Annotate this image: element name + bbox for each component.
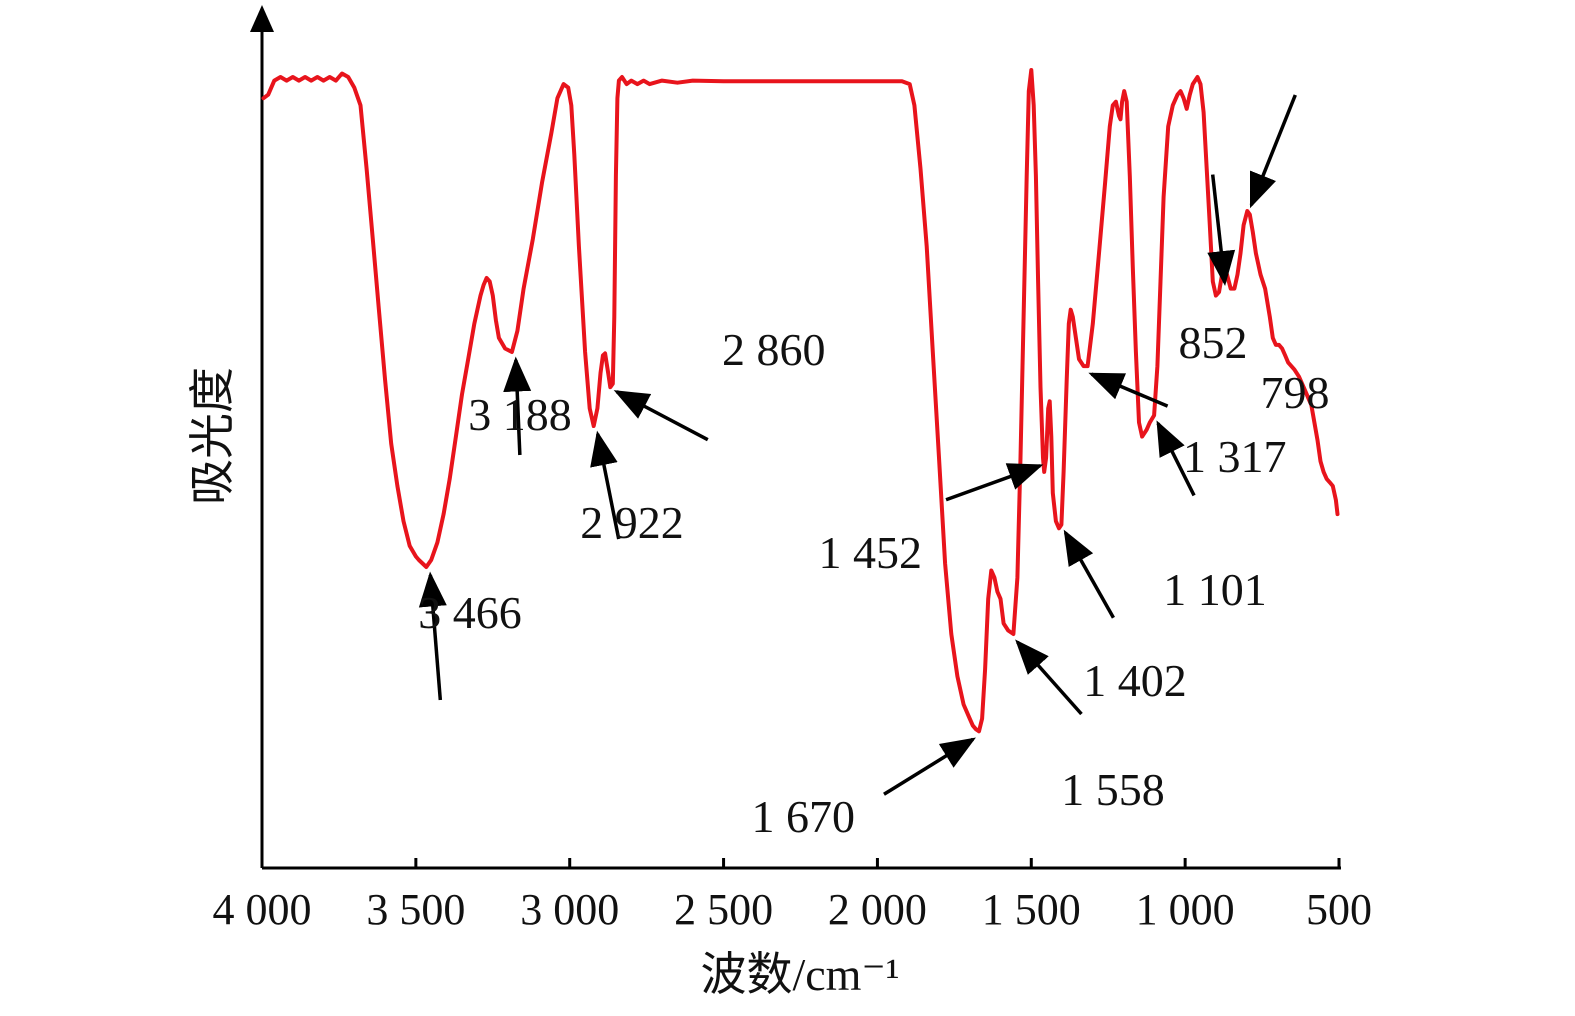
peak-arrow-3188 xyxy=(503,356,532,456)
x-tick-label-3500: 3 500 xyxy=(366,885,465,934)
peak-label-2922: 2 922 xyxy=(580,497,684,548)
x-axis-label: 波数/cm⁻¹ xyxy=(700,949,899,1000)
x-tick-label-1500: 1 500 xyxy=(982,885,1081,934)
x-tick-labels: 4 000 3 500 3 000 2 500 2 000 1 500 1 000 500 xyxy=(213,885,1373,934)
peak-arrow-1101 xyxy=(1156,420,1196,497)
peak-arrow-852 xyxy=(1207,174,1236,287)
peak-arrow-2922 xyxy=(590,430,621,540)
x-tick-label-1000: 1 000 xyxy=(1136,885,1235,934)
peak-arrow-1317 xyxy=(1088,372,1169,408)
y-axis-arrow-icon xyxy=(250,5,274,32)
x-tick-label-4000: 4 000 xyxy=(213,885,312,934)
peak-label-1317: 1 317 xyxy=(1183,431,1287,482)
peak-label-798: 798 xyxy=(1261,367,1330,418)
peak-label-3188: 3 188 xyxy=(468,389,572,440)
peak-arrow-1670 xyxy=(883,737,976,796)
x-tick-label-2000: 2 000 xyxy=(828,885,927,934)
peak-label-1402: 1 402 xyxy=(1083,655,1187,706)
peak-label-1670: 1 670 xyxy=(752,791,856,842)
peak-arrow-1558 xyxy=(1015,639,1083,716)
peak-arrow-1402 xyxy=(1063,529,1115,619)
y-axis-label: 吸光度 xyxy=(187,367,238,505)
peak-arrow-798 xyxy=(1249,94,1297,209)
peak-label-852: 852 xyxy=(1179,317,1248,368)
peak-arrows xyxy=(418,94,1297,796)
x-ticks xyxy=(260,858,1341,868)
peak-label-2860: 2 860 xyxy=(722,324,826,375)
peak-label-1452: 1 452 xyxy=(819,527,923,578)
peak-labels: 3 466 3 188 2 922 2 860 1 670 1 558 1 452 1 402… xyxy=(418,317,1329,842)
peak-label-1101: 1 101 xyxy=(1163,564,1267,615)
x-tick-label-3000: 3 000 xyxy=(520,885,619,934)
x-tick-label-500: 500 xyxy=(1306,885,1372,934)
peak-arrow-3466 xyxy=(418,571,447,701)
peak-label-3466: 3 466 xyxy=(418,587,522,638)
peak-label-1558: 1 558 xyxy=(1061,764,1165,815)
peak-arrow-1452 xyxy=(945,463,1044,502)
peak-arrow-2860 xyxy=(613,390,709,442)
x-tick-label-2500: 2 500 xyxy=(674,885,773,934)
